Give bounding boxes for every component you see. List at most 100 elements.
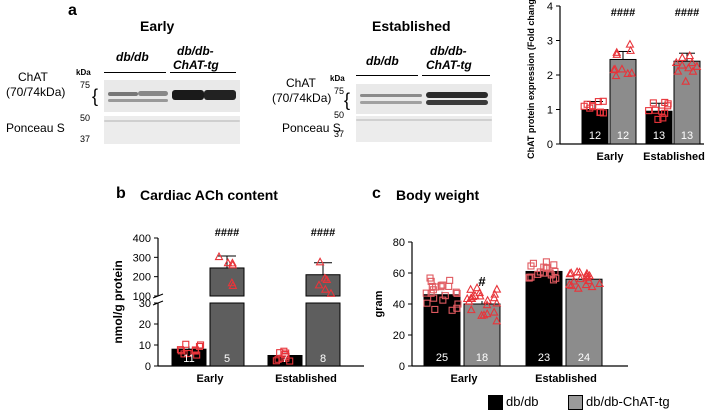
chart-c-point (479, 310, 489, 319)
chart-a-point (692, 61, 702, 70)
chart-a-n-label: 12 (589, 130, 601, 142)
chart-b-n-label: 8 (320, 353, 326, 365)
chart-c-point (448, 306, 456, 314)
chart-c-point (426, 274, 434, 282)
established-ponceau-blot (356, 116, 492, 142)
chart-c-point (439, 281, 447, 289)
early-mw-37: 37 (80, 134, 91, 144)
chart-c-ytick-label: 20 (393, 330, 405, 342)
chart-b-ytick-label: 30 (139, 298, 151, 310)
chart-a-point (659, 114, 667, 122)
chart-a-point (661, 98, 669, 106)
chart-b-point (176, 346, 184, 354)
chart-a-significance: #### (611, 7, 635, 19)
chart-b-point (184, 349, 192, 358)
chart-c-point (489, 307, 499, 316)
chart-c-n-label: 18 (476, 352, 488, 364)
chart-a-point (649, 99, 657, 107)
chart-a-point (677, 52, 687, 61)
chart-b-category-label: Early (197, 373, 225, 385)
chart-c-point (445, 282, 453, 290)
chart-b-ytick-label: 0 (145, 361, 151, 373)
chart-a-point (681, 76, 691, 85)
established-lane-chat-1: db/db- (430, 44, 467, 58)
chart-a-point (685, 50, 695, 60)
chart-c-point (573, 283, 583, 292)
chart-c-point (466, 304, 476, 314)
chart-a-point (671, 57, 681, 66)
chart-c-ytick-label: 40 (393, 299, 405, 311)
chart-c-point (439, 296, 447, 304)
chart-a-point (626, 45, 635, 54)
chart-c-point (551, 267, 559, 276)
panel-a-letter: a (68, 2, 77, 19)
chart-a-category-label: Early (597, 151, 625, 163)
chart-c-point (453, 289, 461, 297)
established-mw-50: 50 (334, 110, 345, 120)
early-bracket: { (92, 86, 99, 106)
chart-c-point (552, 274, 560, 282)
chart-c-point (475, 287, 485, 297)
chart-b-ylabel: nmol/g protein (111, 260, 125, 343)
chart-b-ytick-label: 400 (133, 233, 151, 245)
chart-b-point (315, 257, 325, 266)
chart-a-point (684, 63, 693, 72)
early-chat-kda: (70/74kDa) (6, 85, 66, 99)
chart-b-point (320, 284, 330, 293)
chart-a-n-label: 13 (681, 130, 693, 142)
early-chat-label: ChAT (18, 70, 48, 84)
chart-b-bar-upper (209, 267, 245, 297)
chart-b-point (227, 258, 237, 267)
chart-b-ytick-label: 10 (139, 340, 151, 352)
chart-b-n-label: 7 (282, 353, 288, 365)
chart-a-point (688, 66, 698, 75)
established-lane-line-1 (356, 75, 418, 76)
early-chat-blot (104, 80, 240, 112)
chart-a-n-label: 13 (653, 130, 665, 142)
chart-c-point (422, 289, 430, 297)
chart-a-ylabel: ChAT protein expression (Fold change) (526, 0, 536, 159)
early-lane-chat-1: db/db- (177, 44, 214, 58)
established-lane-dbdb: db/db (366, 54, 399, 68)
chart-b-point (274, 355, 282, 363)
chart-c-significance: # (478, 274, 486, 289)
chart-c-point (452, 288, 460, 296)
established-chat-blot (356, 84, 492, 114)
established-mw-75: 75 (334, 86, 345, 96)
chart-c-point (428, 282, 436, 290)
early-mw-50: 50 (80, 113, 91, 123)
chart-c-point (482, 300, 492, 309)
chart-c-category-label: Established (535, 373, 597, 385)
chart-b-point (272, 357, 280, 365)
chart-a-point (673, 66, 683, 75)
panel-c-title: Body weight (396, 187, 480, 203)
chart-a-point (687, 57, 697, 67)
chart-a-point (627, 68, 637, 77)
chart-c-point (492, 316, 502, 325)
established-mw-37: 37 (334, 129, 345, 139)
chart-c-bar (525, 270, 563, 367)
early-ponceau-blot (104, 116, 240, 144)
chart-a-ytick-label: 0 (547, 139, 553, 151)
chart-c-ytick-label: 0 (399, 361, 405, 373)
chart-c-point (546, 269, 554, 277)
chart-c-point (565, 269, 575, 278)
chart-c-point (446, 276, 454, 284)
early-lane-dbdb: db/db (116, 50, 149, 64)
chart-b-ytick-label: 300 (133, 252, 151, 264)
established-lane-line-2 (422, 75, 490, 76)
chart-c-point (584, 275, 594, 285)
chart-a-bar (673, 60, 701, 145)
chart-b-point (195, 342, 204, 351)
chart-b-ytick-label: 100 (133, 291, 151, 303)
chart-a-point (617, 64, 627, 73)
established-ponceau-label: Ponceau S (282, 121, 341, 135)
chart-b-n-label: 11 (183, 353, 194, 365)
chart-c-point (581, 279, 591, 289)
chart-c-point (569, 276, 579, 285)
chart-a-ytick-label: 4 (547, 1, 553, 13)
chart-c-point (575, 267, 584, 276)
chart-c-point (566, 280, 576, 289)
chart-a-point (645, 107, 653, 115)
